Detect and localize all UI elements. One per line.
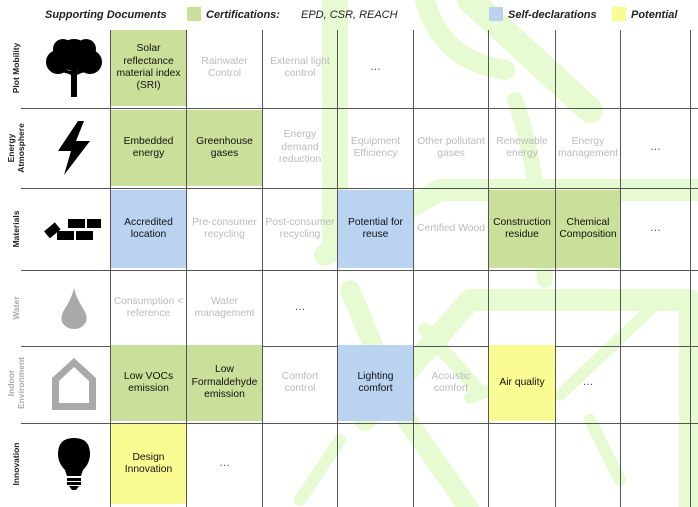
cell-certified-wood: Certified Wood: [417, 222, 485, 234]
row-label: Energy Atmosphere: [6, 123, 26, 173]
legend-potential-swatch: [612, 7, 626, 21]
grid-line: [110, 30, 111, 507]
category-row-energy-atmosphere: Energy Atmosphere Embedded energy Greenh…: [0, 110, 698, 189]
cell-water-management: Water management: [194, 295, 255, 319]
cell-comfort-control: Comfort control: [281, 370, 319, 394]
cell-equipment-efficiency: Equipment Efficiency: [350, 135, 401, 159]
cell-low-vocs-emission: Low VOCs emission: [111, 345, 186, 421]
cell-embedded-energy: Embedded energy: [111, 110, 186, 186]
bricks-icon: [38, 190, 110, 268]
cell-chemical-composition: Chemical Composition: [556, 190, 620, 268]
grid-line: [690, 30, 691, 507]
cell-ellipsis: …: [219, 457, 230, 470]
category-row-plot-mobility: Plot Mobility Solar reflectance material…: [0, 30, 698, 109]
grid-line: [337, 30, 338, 507]
cell-rainwater-control: Rainwater Control: [201, 55, 248, 79]
lightning-icon: [38, 110, 110, 186]
cell-acoustic-comfort: Acoustic comfort: [431, 370, 471, 394]
grid-line: [262, 30, 263, 507]
cell-low-formaldehyde-emission: Low Formaldehyde emission: [187, 345, 262, 421]
row-label: Innovation: [11, 442, 22, 486]
grid-line: [555, 30, 556, 507]
row-label: Indoor Environment: [6, 357, 26, 409]
cell-pre-consumer-recycling: Pre-consumer recycling: [192, 216, 257, 240]
cell-external-light-control: External light control: [270, 55, 330, 79]
row-label: Water: [11, 296, 22, 320]
legend-certification-swatch: [187, 7, 201, 21]
cell-post-consumer-recycling: Post-consumer recycling: [265, 216, 335, 240]
category-row-water: Water Consumption < reference Water mana…: [0, 272, 698, 347]
legend-certification-examples: EPD, CSR, REACH: [301, 9, 398, 21]
cell-sri: Solar reflectance material index (SRI): [111, 30, 186, 106]
cell-construction-residue: Construction residue: [489, 190, 555, 268]
row-divider: [21, 423, 698, 424]
water-drop-icon: [38, 272, 110, 344]
grid-line: [186, 30, 187, 507]
row-divider: [21, 108, 698, 109]
cell-ellipsis: …: [650, 141, 661, 154]
cell-energy-demand-reduction: Energy demand reduction: [278, 129, 322, 166]
legend-certifications: Certifications:: [206, 9, 280, 21]
grid-line: [620, 30, 621, 507]
row-label: Plot Mobility: [11, 42, 22, 94]
row-divider: [21, 188, 698, 189]
cell-other-pollutant-gases: Other pollutant gases: [417, 135, 485, 159]
house-icon: [38, 345, 110, 421]
legend-self-declarations: Self-declarations: [508, 9, 597, 21]
cell-energy-management: Energy management: [557, 135, 619, 159]
cell-accredited-location: Accredited location: [111, 190, 186, 268]
cell-ellipsis: …: [650, 222, 661, 235]
cell-design-innovation: Design Innovation: [111, 424, 186, 504]
cell-air-quality: Air quality: [489, 345, 555, 421]
cell-consumption-reference: Consumption < reference: [113, 295, 184, 319]
legend: Supporting Documents Certifications: EPD…: [0, 0, 698, 30]
cell-ellipsis: …: [294, 301, 306, 314]
row-divider: [21, 270, 698, 271]
cell-ellipsis: …: [582, 376, 594, 389]
cell-greenhouse-gases: Greenhouse gases: [187, 110, 262, 186]
category-row-indoor-environment: Indoor Environment Low VOCs emission Low…: [0, 345, 698, 424]
legend-potential: Potential: [631, 9, 678, 21]
light-bulb-icon: [38, 424, 110, 504]
tree-icon: [38, 30, 110, 106]
legend-self-declaration-swatch: [489, 7, 503, 21]
category-row-innovation: Innovation Design Innovation …: [0, 424, 698, 504]
legend-supporting-documents: Supporting Documents: [45, 9, 167, 21]
cell-potential-for-reuse: Potential for reuse: [338, 190, 413, 268]
cell-ellipsis: …: [370, 61, 381, 74]
cell-lighting-comfort: Lighting comfort: [338, 345, 413, 421]
cell-renewable-energy: Renewable energy: [496, 135, 548, 159]
row-label: Materials: [11, 210, 22, 248]
grid-line: [488, 30, 489, 507]
category-row-materials: Materials Accredited location Pre-consum…: [0, 190, 698, 271]
grid-line: [413, 30, 414, 507]
